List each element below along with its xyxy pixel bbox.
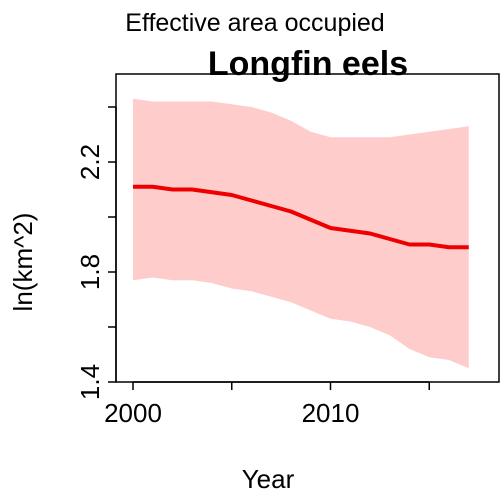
x-axis-label: Year <box>242 464 295 494</box>
y-tick-label: 1.4 <box>75 364 105 400</box>
y-tick-label: 1.8 <box>75 254 105 290</box>
chart-title: Longfin eels <box>208 45 408 83</box>
y-axis-label: ln(km^2) <box>8 213 38 312</box>
confidence-band <box>133 98 469 369</box>
x-tick-label: 2000 <box>104 398 162 428</box>
plot-area <box>133 98 469 369</box>
series-line <box>133 184 469 250</box>
y-axis: 1.4 1.8 2.2 <box>75 106 117 400</box>
x-axis: 2000 2010 <box>104 381 430 428</box>
x-tick-label: 2010 <box>302 398 360 428</box>
chart-subtitle: Effective area occupied <box>125 9 384 37</box>
y-tick-label: 2.2 <box>75 144 105 180</box>
